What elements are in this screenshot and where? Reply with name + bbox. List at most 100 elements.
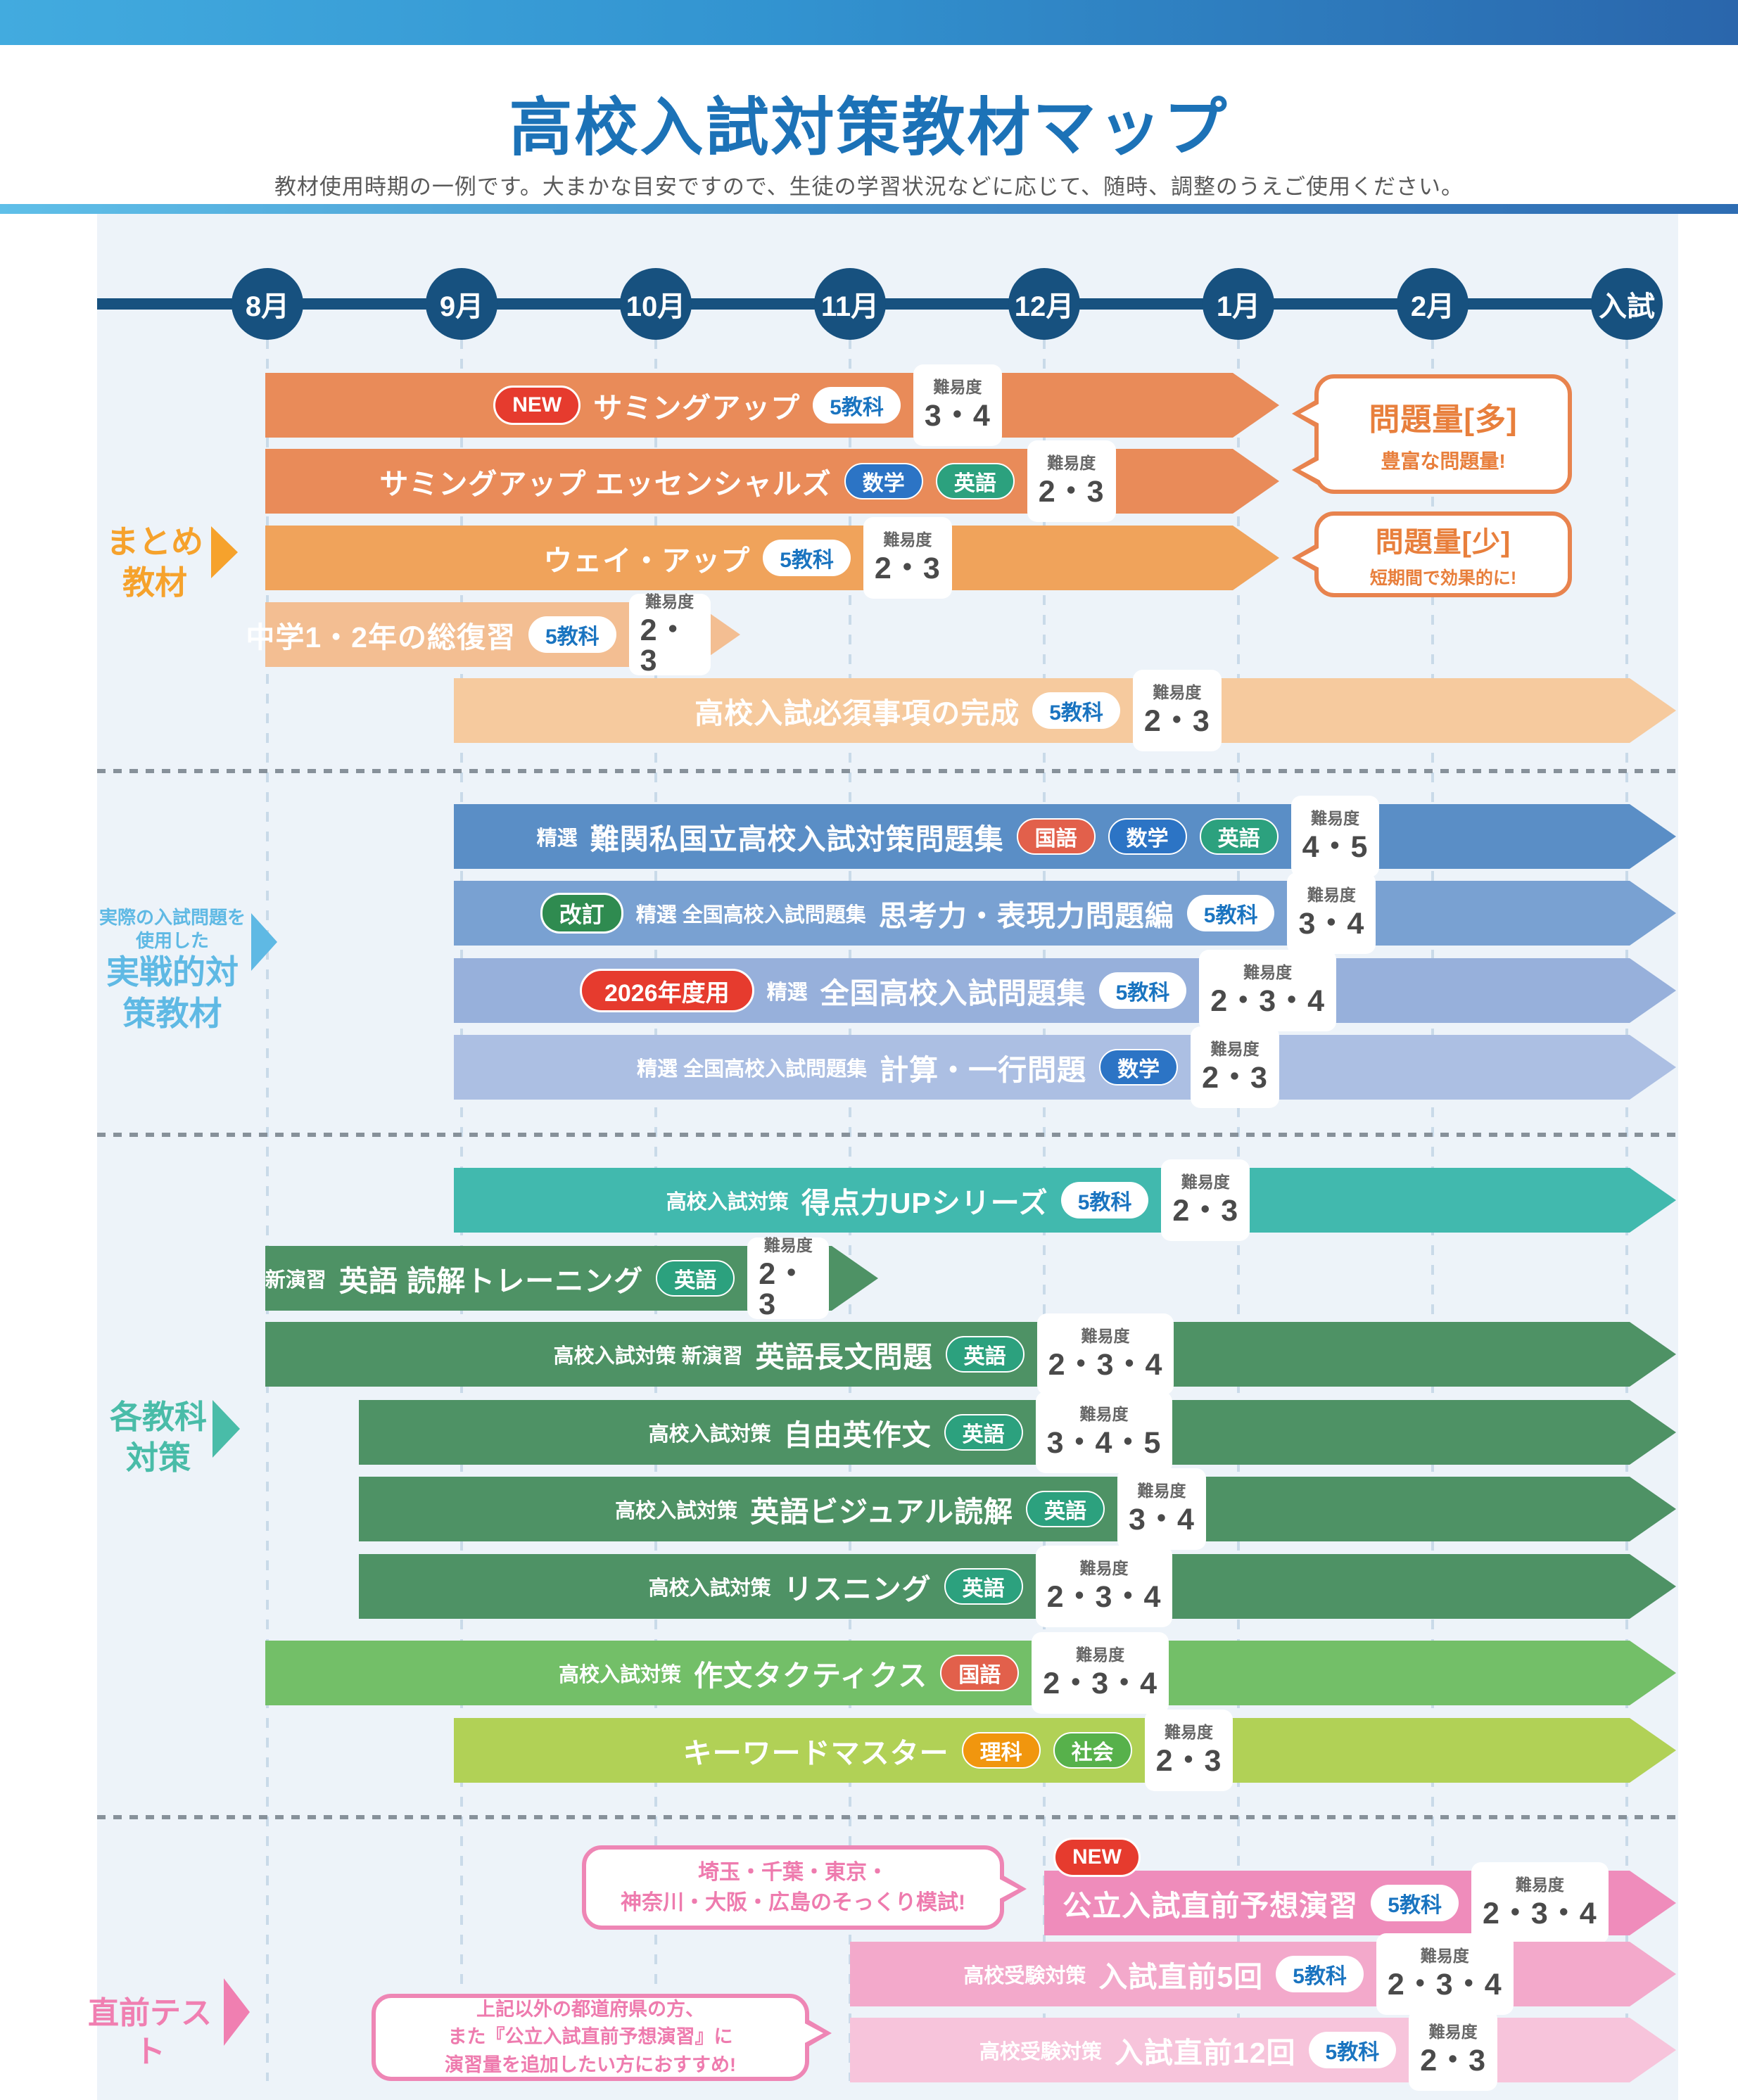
- top-gradient-bar: [0, 0, 1738, 45]
- material-bar: 精選 難関私国立高校入試対策問題集 国語 数学 英語 難易度 4・5: [454, 796, 1676, 877]
- difficulty-badge: 難易度 3・4・5: [1035, 1392, 1173, 1473]
- callout-tail-icon: [1300, 547, 1321, 569]
- material-bar: 2026年度用 精選 全国高校入試問題集 5教科 難易度 2・3・4: [454, 950, 1676, 1031]
- difficulty-badge: 難易度 2・3・4: [1199, 950, 1337, 1031]
- subject-badge-y2026: 2026年度用: [579, 969, 754, 1012]
- page-subtitle: 教材使用時期の一例です。大まかな目安ですので、生徒の学習状況などに応じて、随時、…: [274, 174, 1464, 199]
- subject-badge-all: 5教科: [1276, 1956, 1364, 1992]
- difficulty-label: 難易度: [933, 378, 982, 396]
- timeline-month-5: 12月: [1008, 268, 1080, 340]
- difficulty-value: 3・4・5: [1046, 1426, 1162, 1460]
- subject-badge-jpn: 国語: [1016, 818, 1096, 855]
- difficulty-label: 難易度: [1243, 963, 1293, 981]
- material-title: 得点力UPシリーズ: [801, 1187, 1048, 1219]
- section-label-final-tests: 直前テスト: [83, 1994, 217, 2071]
- callout-line: 上記以外の都道府県の方、: [476, 1999, 704, 2021]
- section-label-practical: 実際の入試問題を使用した 実戦的対策教材: [99, 906, 246, 1035]
- section-label-line: 実戦的対策教材: [106, 953, 239, 1032]
- difficulty-label: 難易度: [1165, 1723, 1213, 1741]
- difficulty-value: 2・3・4: [1043, 1667, 1158, 1700]
- subject-badge-eng: 英語: [944, 1568, 1023, 1605]
- callout-mock-note: 埼玉・千葉・東京・ 神奈川・大阪・広島のそっくり模試!: [582, 1845, 1027, 1930]
- subject-badge-all: 5教科: [1032, 692, 1120, 729]
- difficulty-badge: 難易度 2・3: [863, 517, 952, 599]
- difficulty-value: 3・4: [1298, 907, 1365, 941]
- subject-badge-all: 5教科: [813, 387, 901, 424]
- subject-badge-all: 5教科: [528, 616, 616, 653]
- difficulty-value: 2・3・4: [1210, 984, 1326, 1018]
- callout-tail-icon: [1300, 459, 1321, 481]
- callout-volume-few: 問題量[少] 短期間で効果的に!: [1292, 511, 1572, 597]
- difficulty-value: 2・3: [1143, 704, 1210, 738]
- material-prefix: 精選 全国高校入試問題集: [635, 904, 866, 927]
- difficulty-value: 2・3・4: [1046, 1580, 1162, 1614]
- material-bar: 中学1・2年の総復習 5教科 難易度 2・3: [246, 593, 740, 675]
- difficulty-badge: 難易度 2・3: [1161, 1159, 1250, 1241]
- subject-badge-eng: 英語: [656, 1260, 735, 1297]
- callout-volume-many: 問題量[多] 豊富な問題量!: [1292, 374, 1572, 494]
- month-gridline: [266, 339, 269, 2081]
- section-label-summary: まとめ 教材: [99, 522, 211, 603]
- material-title: ウェイ・アップ: [543, 545, 751, 577]
- bar-arrow-shape: [454, 881, 1676, 946]
- difficulty-label: 難易度: [1153, 683, 1202, 701]
- difficulty-label: 難易度: [1311, 809, 1359, 827]
- material-title: キーワードマスター: [683, 1737, 949, 1769]
- difficulty-badge: 難易度 4・5: [1290, 796, 1380, 877]
- material-prefix: 高校入試対策: [666, 1191, 789, 1214]
- difficulty-badge: 難易度 2・3: [628, 593, 711, 675]
- subject-badge-eng: 英語: [935, 463, 1015, 499]
- difficulty-label: 難易度: [1210, 1040, 1260, 1058]
- material-title: 英語 読解トレーニング: [338, 1265, 644, 1297]
- section-separator: [97, 769, 1678, 773]
- material-bar: キーワードマスター 理科 社会 難易度 2・3: [454, 1710, 1676, 1791]
- difficulty-value: 3・4: [924, 399, 991, 433]
- material-title: 思考力・表現力問題編: [878, 900, 1174, 932]
- section-label-by-subject: 各教科 対策: [106, 1397, 211, 1478]
- difficulty-badge: 難易度 2・3・4: [1471, 1862, 1609, 1944]
- material-title: 英語長文問題: [755, 1341, 933, 1373]
- difficulty-value: 2・3: [1172, 1194, 1239, 1228]
- material-title: 中学1・2年の総復習: [246, 621, 516, 654]
- material-bar: 高校受験対策 入試直前5回 5教科 難易度 2・3・4: [850, 1933, 1676, 2015]
- header-divider-bar: [0, 204, 1738, 214]
- callout-line: 神奈川・大阪・広島のそっくり模試!: [621, 1891, 965, 1914]
- material-prefix: 新演習: [265, 1269, 326, 1292]
- material-title: 入試直前5回: [1098, 1961, 1264, 1993]
- material-prefix: 高校入試対策: [648, 1423, 771, 1446]
- difficulty-badge: 難易度 2・3: [1027, 440, 1116, 522]
- section-separator: [97, 1133, 1678, 1137]
- section-arrow-icon: [251, 913, 277, 971]
- material-title: サミングアップ: [593, 392, 801, 424]
- section-label-note: 実際の入試問題を使用した: [99, 907, 246, 951]
- subject-badge-sci: 理科: [961, 1732, 1041, 1769]
- material-bar: サミングアップ エッセンシャルズ 数学 英語 難易度 2・3: [265, 440, 1279, 522]
- callout-subtitle: 豊富な問題量!: [1381, 450, 1506, 472]
- difficulty-badge: 難易度 2・3・4: [1376, 1933, 1514, 2015]
- difficulty-value: 2・3・4: [1048, 1348, 1163, 1382]
- subject-badge-all: 5教科: [1186, 895, 1275, 931]
- material-bar: 高校入試対策 得点力UPシリーズ 5教科 難易度 2・3: [454, 1159, 1676, 1241]
- difficulty-value: 2・3: [1038, 475, 1105, 509]
- material-bar: NEW サミングアップ 5教科 難易度 3・4: [265, 364, 1279, 446]
- material-bar: 高校入試対策 作文タクティクス 国語 難易度 2・3・4: [265, 1632, 1676, 1714]
- subject-badge-eng: 英語: [945, 1336, 1025, 1373]
- subject-badge-math: 数学: [1108, 818, 1187, 855]
- subject-badge-all: 5教科: [1060, 1182, 1149, 1218]
- material-bar: 高校受験対策 入試直前12回 5教科 難易度 2・3: [850, 2009, 1676, 2091]
- new-badge: NEW: [493, 386, 581, 425]
- material-bar: 精選 全国高校入試問題集 計算・一行問題 数学 難易度 2・3: [454, 1026, 1676, 1108]
- difficulty-label: 難易度: [1307, 886, 1356, 904]
- difficulty-label: 難易度: [1047, 454, 1096, 472]
- material-prefix: 精選: [766, 981, 808, 1004]
- material-prefix: 高校入試対策: [615, 1500, 738, 1522]
- difficulty-label: 難易度: [1181, 1173, 1230, 1191]
- subject-badge-all: 5教科: [1098, 972, 1187, 1009]
- material-prefix: 高校入試対策: [648, 1577, 771, 1600]
- material-bar: ウェイ・アップ 5教科 難易度 2・3: [265, 517, 1279, 599]
- subject-badge-eng: 英語: [1199, 818, 1279, 855]
- section-arrow-icon: [224, 1978, 250, 2046]
- timeline-month-3: 10月: [620, 268, 692, 340]
- callout-tail-icon: [1300, 402, 1321, 425]
